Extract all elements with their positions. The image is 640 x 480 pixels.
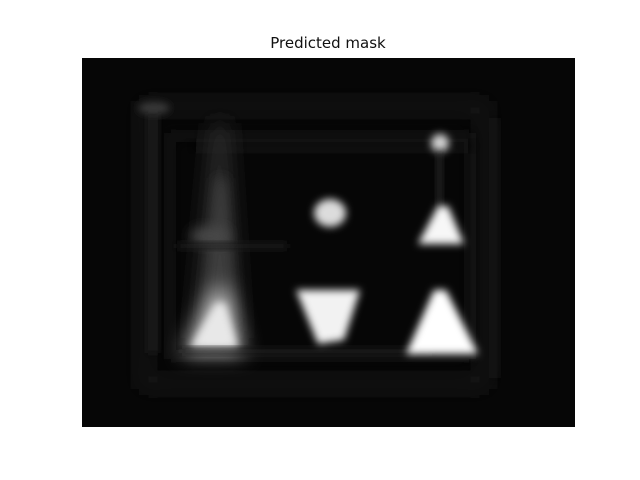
plot-title: Predicted mask [270,34,386,52]
top-band [192,142,472,150]
right-mid-triangle [418,206,464,244]
right-bottom-triangle [406,290,478,354]
middle-large-shape [296,290,360,344]
right-small-dot [431,134,449,152]
right-thin-streak [437,152,442,212]
middle-small-blob [314,199,346,227]
right-edge-streak [492,118,498,378]
mid-line [177,243,287,249]
faint-frame [139,101,489,389]
left-streak [148,113,158,353]
bottom-left-triangle [190,303,238,348]
predicted-mask-image [82,58,575,427]
faint-inner-frame [167,133,473,359]
left-mid-blob [190,227,230,245]
mask-canvas [82,58,575,427]
bottom-line [182,348,432,354]
top-left-blob [138,102,170,114]
